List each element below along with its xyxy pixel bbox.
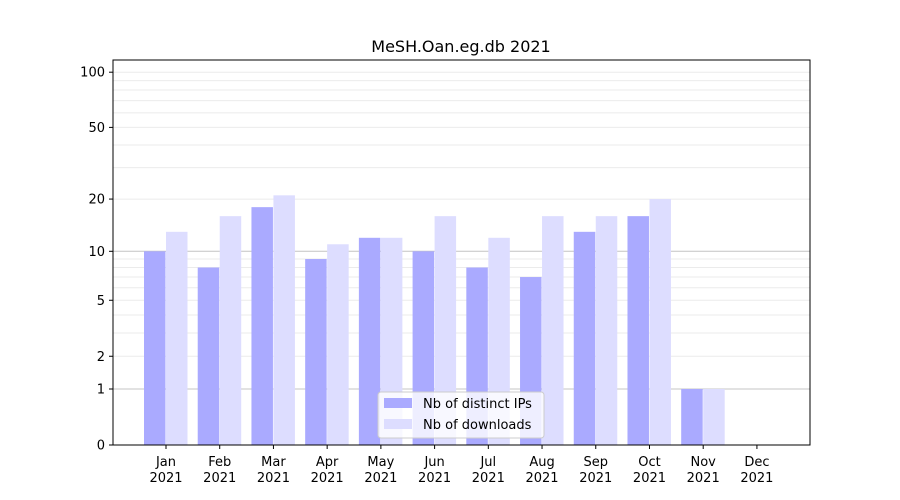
bar-downloads: [649, 199, 671, 445]
legend-swatch: [384, 398, 412, 408]
x-tick-label: 2021: [472, 471, 505, 486]
y-tick-label: 0: [97, 439, 105, 454]
bar-downloads: [595, 216, 618, 445]
x-tick-label: May: [367, 455, 394, 470]
x-tick-label: Mar: [261, 455, 286, 470]
legend-box: [377, 391, 545, 439]
y-tick-label: 1: [97, 383, 105, 398]
x-tick-label: Feb: [208, 455, 231, 470]
bar-distinct-ips: [627, 216, 649, 445]
bar-downloads: [542, 216, 564, 445]
x-tick-label: Jun: [423, 455, 444, 470]
legend-label: Nb of distinct IPs: [423, 397, 532, 412]
chart-title: MeSH.Oan.eg.db 2021: [371, 37, 550, 56]
y-tick-label: 10: [88, 245, 105, 260]
bar-distinct-ips: [305, 259, 327, 445]
y-tick-label: 50: [88, 121, 105, 136]
y-tick-label: 20: [88, 193, 105, 208]
x-tick-label: 2021: [203, 471, 236, 486]
bar-downloads: [434, 216, 457, 445]
x-tick-label: 2021: [418, 471, 451, 486]
x-tick-label: 2021: [525, 471, 558, 486]
x-tick-label: 2021: [364, 471, 397, 486]
legend-label: Nb of downloads: [423, 418, 532, 433]
bar-distinct-ips: [358, 237, 381, 445]
bar-downloads: [273, 195, 295, 445]
x-tick-label: 2021: [311, 471, 344, 486]
x-tick-label: 2021: [633, 471, 666, 486]
y-tick-label: 5: [97, 294, 105, 309]
x-tick-label: Apr: [316, 455, 339, 470]
x-tick-label: 2021: [149, 471, 182, 486]
y-tick-label: 100: [80, 66, 105, 81]
x-tick-label: Jan: [155, 455, 176, 470]
x-tick-label: 2021: [740, 471, 773, 486]
bar-distinct-ips: [251, 207, 273, 445]
legend-swatch: [384, 419, 412, 429]
bar-downloads: [166, 231, 188, 445]
x-tick-label: 2021: [579, 471, 612, 486]
bar-distinct-ips: [144, 251, 166, 445]
x-tick-label: Nov: [691, 455, 717, 470]
x-tick-label: Oct: [638, 455, 660, 470]
bar-downloads: [327, 244, 349, 445]
bar-downloads: [219, 216, 242, 445]
x-tick-label: 2021: [257, 471, 290, 486]
x-tick-label: Jul: [479, 455, 496, 470]
y-tick-label: 2: [97, 350, 105, 365]
bar-distinct-ips: [681, 389, 703, 445]
x-tick-label: Dec: [744, 455, 769, 470]
plot-frame: [112, 59, 811, 446]
x-tick-label: 2021: [687, 471, 720, 486]
legend: Nb of distinct IPs Nb of downloads: [377, 391, 545, 439]
x-tick-label: Aug: [529, 455, 554, 470]
bar-distinct-ips: [197, 267, 220, 445]
bar-distinct-ips: [573, 231, 596, 445]
x-tick-label: Sep: [584, 455, 609, 470]
bar-downloads: [703, 389, 725, 445]
